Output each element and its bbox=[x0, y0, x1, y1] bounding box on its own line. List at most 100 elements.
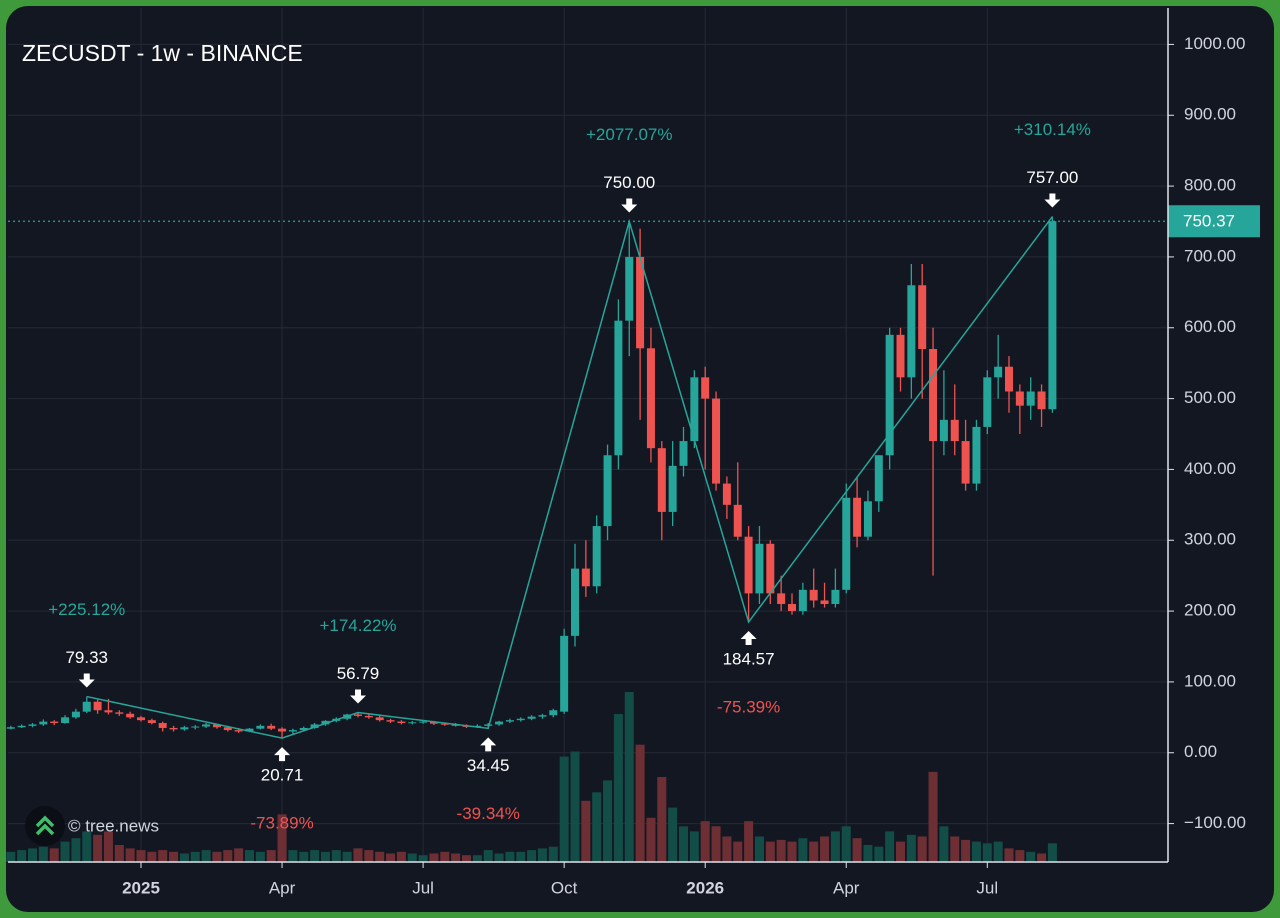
candle-body bbox=[994, 366, 1003, 378]
panel bbox=[6, 6, 1274, 912]
candle-body bbox=[397, 721, 406, 723]
candle-body bbox=[137, 717, 145, 721]
candle-body bbox=[495, 721, 504, 725]
volume-bar bbox=[407, 853, 417, 862]
candle-body bbox=[766, 543, 775, 594]
candle-body bbox=[516, 718, 525, 721]
candle-body bbox=[408, 722, 417, 724]
volume-bar bbox=[299, 851, 309, 862]
volume-bar bbox=[483, 850, 493, 862]
volume-bar bbox=[277, 814, 287, 862]
volume-bar bbox=[386, 853, 396, 862]
candle-body bbox=[788, 604, 796, 612]
candle-body bbox=[82, 701, 91, 712]
y-tick-label: 200.00 bbox=[1184, 601, 1236, 620]
candle-body bbox=[191, 726, 200, 728]
volume-bar bbox=[1026, 851, 1036, 862]
volume-bar bbox=[60, 841, 70, 862]
candle-body bbox=[1005, 366, 1013, 392]
candle-body bbox=[972, 426, 981, 484]
candle-body bbox=[809, 589, 818, 601]
volume-bar bbox=[657, 777, 667, 862]
x-tick-label: Apr bbox=[269, 878, 296, 897]
candle-body bbox=[147, 720, 156, 723]
volume-bar bbox=[82, 831, 92, 862]
volume-bar bbox=[505, 851, 515, 862]
candle-body bbox=[885, 334, 894, 456]
volume-bar bbox=[234, 848, 244, 862]
volume-bar bbox=[635, 744, 645, 862]
candle-body bbox=[701, 377, 710, 399]
candle-body bbox=[419, 721, 428, 723]
pivot-change: -75.39% bbox=[717, 697, 780, 716]
volume-bar bbox=[364, 850, 374, 862]
candle-body bbox=[744, 536, 753, 594]
volume-bar bbox=[375, 851, 385, 862]
zigzag-line bbox=[86, 216, 1054, 739]
volume-bar bbox=[1037, 853, 1047, 862]
candle-body bbox=[505, 720, 514, 722]
watermark-logo bbox=[25, 806, 65, 846]
x-tick-label: Apr bbox=[833, 878, 860, 897]
candle-body bbox=[1048, 221, 1057, 410]
last-price-tag bbox=[1168, 205, 1260, 238]
candle-body bbox=[538, 715, 547, 717]
volume-bar bbox=[223, 850, 233, 862]
volume-bar bbox=[700, 821, 710, 862]
volume-bar bbox=[1004, 848, 1014, 862]
volume-bar bbox=[158, 850, 168, 862]
volume-bar bbox=[754, 836, 764, 862]
y-tick-label: 400.00 bbox=[1184, 459, 1236, 478]
y-tick-label: 800.00 bbox=[1184, 176, 1236, 195]
chart-title: ZECUSDT - 1w - BINANCE bbox=[22, 40, 303, 66]
volume-bar bbox=[310, 850, 320, 862]
candle-body bbox=[842, 497, 851, 590]
volume-bar bbox=[288, 850, 298, 862]
volume-pane bbox=[6, 692, 1057, 862]
candle-body bbox=[961, 441, 970, 484]
volume-bar bbox=[603, 780, 613, 862]
x-tick-label: Jul bbox=[412, 878, 434, 897]
candle-body bbox=[777, 593, 786, 604]
pivot-label: 750.00 bbox=[603, 173, 655, 192]
volume-bar bbox=[733, 841, 743, 862]
volume-bar bbox=[971, 841, 981, 862]
volume-bar bbox=[537, 848, 547, 862]
x-tick-label: 2026 bbox=[686, 878, 724, 897]
volume-bar bbox=[201, 850, 211, 862]
candle-body bbox=[126, 713, 135, 718]
volume-bar bbox=[451, 853, 461, 862]
volume-bar bbox=[950, 836, 960, 862]
volume-bar bbox=[776, 839, 786, 862]
candle-body bbox=[679, 441, 688, 466]
volume-bar bbox=[744, 821, 754, 862]
pivot-arrow bbox=[350, 689, 366, 704]
candle-body bbox=[375, 717, 384, 721]
candle-body bbox=[918, 285, 927, 349]
volume-bar bbox=[711, 826, 721, 862]
volume-bar bbox=[49, 848, 59, 862]
candle-body bbox=[28, 724, 37, 726]
volume-bar bbox=[570, 751, 580, 862]
volume-bar bbox=[342, 851, 352, 862]
volume-bar bbox=[863, 845, 873, 862]
volume-bar bbox=[559, 756, 569, 862]
candle-body bbox=[929, 349, 938, 442]
volume-bar bbox=[429, 853, 439, 862]
candle-body bbox=[592, 526, 601, 587]
candle-body bbox=[668, 465, 677, 512]
candle-body bbox=[950, 419, 959, 442]
candle-body bbox=[310, 724, 319, 728]
candle-body bbox=[354, 714, 362, 716]
pivot-change: +310.14% bbox=[1014, 120, 1091, 139]
candle-body bbox=[429, 721, 438, 724]
y-tick-label: 1000.00 bbox=[1184, 34, 1245, 53]
pivot-arrow bbox=[1044, 193, 1061, 208]
x-tick-label: Jul bbox=[976, 878, 998, 897]
volume-bar bbox=[830, 831, 840, 862]
volume-bar bbox=[646, 817, 656, 862]
candle-body bbox=[50, 721, 59, 723]
candle-body bbox=[625, 256, 634, 321]
pivot-label: 34.45 bbox=[467, 756, 510, 775]
